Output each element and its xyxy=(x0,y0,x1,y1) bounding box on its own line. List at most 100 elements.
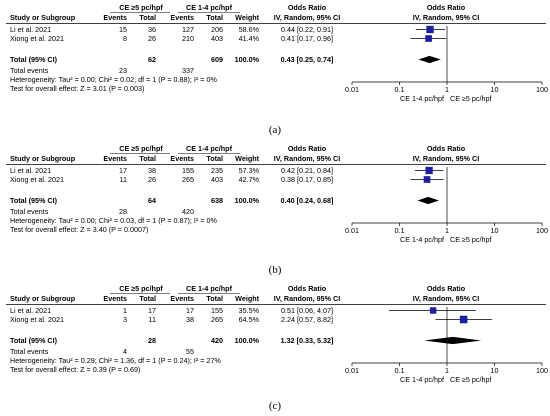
favours-left-label: CE 1-4 pc/hpf xyxy=(400,94,444,103)
total-events-2: 337 xyxy=(182,66,194,75)
total-events-2: 55 xyxy=(186,347,194,356)
group2-header: CE 1-4 pc/hpf xyxy=(186,284,233,293)
x-tick-label: 0.1 xyxy=(395,226,405,235)
or-column-title: Odds Ratio xyxy=(288,144,327,153)
total-events-label: Total events xyxy=(10,347,49,356)
total-header-1: Total xyxy=(139,294,156,303)
plot-title: Odds Ratio xyxy=(427,144,466,153)
total-label: Total (95% CI) xyxy=(10,336,58,345)
forest-plot-svg: CE ≥5 pc/hpf CE 1-4 pc/hpf Odds Ratio Odds … xyxy=(6,284,548,384)
total-label: Total (95% CI) xyxy=(10,196,58,205)
study-square-marker xyxy=(425,166,433,175)
total-or-ci: 0.40 [0.24, 0.68] xyxy=(281,196,334,205)
group2-header: CE 1-4 pc/hpf xyxy=(186,3,233,12)
group1-header: CE ≥5 pc/hpf xyxy=(119,144,163,153)
total-n-1: 28 xyxy=(148,336,156,345)
x-tick-label: 10 xyxy=(491,366,499,375)
total-header-1: Total xyxy=(139,154,156,163)
study-total-2: 235 xyxy=(211,166,223,175)
study-total-1: 36 xyxy=(148,25,156,34)
study-square-marker xyxy=(426,25,434,34)
study-events-1: 8 xyxy=(123,34,127,43)
study-events-2: 265 xyxy=(182,175,194,184)
events-header-2: Events xyxy=(170,294,194,303)
study-weight: 41.4% xyxy=(239,34,260,43)
total-label: Total (95% CI) xyxy=(10,55,58,64)
figure-caption-b: (b) xyxy=(268,264,282,276)
group1-header: CE ≥5 pc/hpf xyxy=(119,3,163,12)
study-weight: 58.6% xyxy=(239,25,260,34)
group2-header: CE 1-4 pc/hpf xyxy=(186,144,233,153)
x-tick-label: 100 xyxy=(536,366,548,375)
favours-left-label: CE 1-4 pc/hpf xyxy=(400,235,444,244)
study-total-2: 403 xyxy=(211,175,223,184)
study-events-2: 155 xyxy=(182,166,194,175)
study-total-1: 26 xyxy=(148,34,156,43)
plot-title: Odds Ratio xyxy=(427,3,466,12)
figure-caption-a: (a) xyxy=(268,124,282,136)
study-events-1: 17 xyxy=(119,166,127,175)
events-header-2: Events xyxy=(170,154,194,163)
x-tick-label: 0.01 xyxy=(345,85,359,94)
weight-header: Weight xyxy=(235,294,259,303)
overall-effect-text: Test for overall effect: Z = 3.40 (P = 0… xyxy=(10,225,148,234)
forest-plot-svg: CE ≥5 pc/hpf CE 1-4 pc/hpf Odds Ratio Odds … xyxy=(6,144,548,244)
favours-right-label: CE ≥5 pc/hpf xyxy=(450,235,492,244)
x-tick-label: 1 xyxy=(445,226,449,235)
x-tick-label: 0.01 xyxy=(345,366,359,375)
study-events-2: 38 xyxy=(186,315,194,324)
study-square-marker xyxy=(425,35,432,42)
plot-subtitle: IV, Random, 95% CI xyxy=(413,294,479,303)
total-n-2: 420 xyxy=(211,336,223,345)
study-or-ci: 2.24 [0.57, 8.82] xyxy=(281,315,333,324)
events-header-1: Events xyxy=(103,13,127,22)
study-events-2: 127 xyxy=(182,25,194,34)
study-column-header: Study or Subgroup xyxy=(10,154,76,163)
weight-header: Weight xyxy=(235,154,259,163)
study-name: Xiong et al. 2021 xyxy=(10,315,64,324)
total-header-1: Total xyxy=(139,13,156,22)
study-total-1: 26 xyxy=(148,175,156,184)
total-or-ci: 1.32 [0.33, 5.32] xyxy=(281,336,334,345)
total-n-2: 609 xyxy=(211,55,223,64)
total-diamond xyxy=(418,55,441,64)
total-diamond xyxy=(424,336,482,345)
events-header-1: Events xyxy=(103,154,127,163)
study-square-marker xyxy=(459,315,468,324)
events-header-2: Events xyxy=(170,13,194,22)
study-column-header: Study or Subgroup xyxy=(10,13,76,22)
heterogeneity-text: Heterogeneity: Tau² = 0.29; Chi² = 1.36,… xyxy=(10,356,222,365)
total-weight: 100.0% xyxy=(235,55,260,64)
study-total-1: 11 xyxy=(149,315,156,324)
total-header-2: Total xyxy=(206,154,223,163)
x-tick-label: 0.1 xyxy=(395,85,405,94)
or-column-subtitle: IV, Random, 95% CI xyxy=(274,154,340,163)
total-weight: 100.0% xyxy=(235,336,260,345)
total-n-1: 64 xyxy=(148,196,156,205)
total-events-1: 4 xyxy=(123,347,127,356)
study-or-ci: 0.44 [0.22, 0.91] xyxy=(281,25,333,34)
x-tick-label: 0.1 xyxy=(395,366,405,375)
study-events-1: 15 xyxy=(119,25,127,34)
study-events-1: 3 xyxy=(123,315,127,324)
x-tick-label: 0.01 xyxy=(345,226,359,235)
study-total-2: 403 xyxy=(211,34,223,43)
study-events-2: 210 xyxy=(182,34,194,43)
x-tick-label: 100 xyxy=(536,85,548,94)
favours-right-label: CE ≥5 pc/hpf xyxy=(450,94,492,103)
study-square-marker xyxy=(429,307,437,314)
group1-header: CE ≥5 pc/hpf xyxy=(119,284,163,293)
or-column-title: Odds Ratio xyxy=(288,284,327,293)
study-total-1: 38 xyxy=(148,166,156,175)
study-name: Li et al. 2021 xyxy=(10,166,51,175)
total-diamond xyxy=(417,196,440,205)
heterogeneity-text: Heterogeneity: Tau² = 0.00; Chi² = 0.02,… xyxy=(10,75,218,84)
heterogeneity-text: Heterogeneity: Tau² = 0.00; Chi² = 0.03,… xyxy=(10,216,218,225)
study-name: Li et al. 2021 xyxy=(10,25,51,34)
favours-left-label: CE 1-4 pc/hpf xyxy=(400,375,444,384)
study-weight: 57.3% xyxy=(239,166,260,175)
study-total-2: 155 xyxy=(211,306,223,315)
study-square-marker xyxy=(423,176,431,183)
study-events-2: 17 xyxy=(186,306,194,315)
study-total-2: 206 xyxy=(211,25,223,34)
